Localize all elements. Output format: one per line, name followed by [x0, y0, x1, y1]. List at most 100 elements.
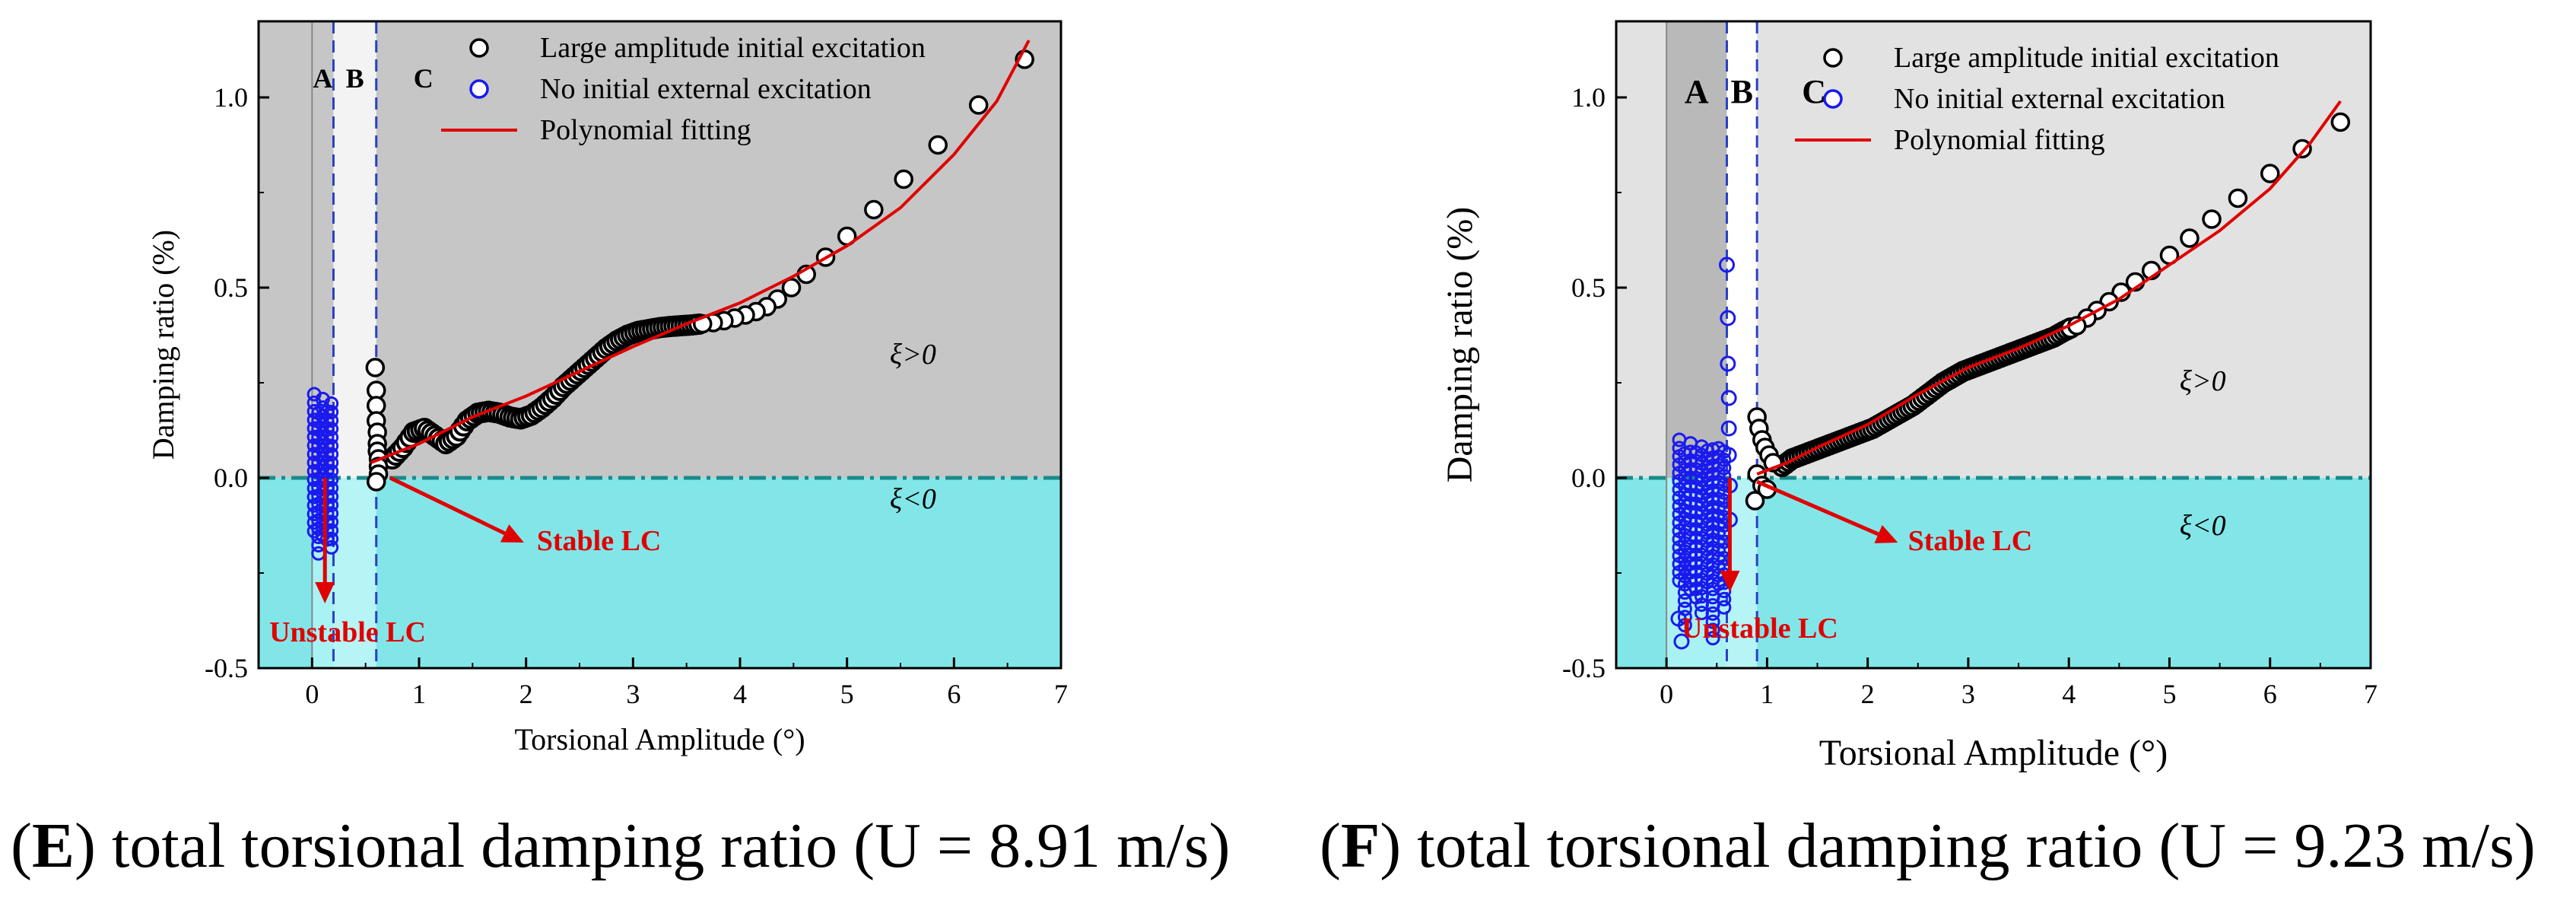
- noinit-point: [1705, 614, 1720, 629]
- y-tick-label: -0.5: [205, 653, 248, 683]
- large-point: [1745, 491, 1765, 511]
- y-axis-label: Damping ratio (%): [1440, 207, 1480, 483]
- noinit-point: [319, 438, 335, 454]
- arrow-head-1: [500, 524, 524, 543]
- caption-f-text: total torsional damping ratio (U = 9.23 …: [1417, 810, 2536, 881]
- x-tick-label: 6: [2263, 679, 2277, 709]
- large-point: [894, 169, 913, 189]
- noinit-point: [319, 430, 335, 445]
- region-label-b: B: [346, 63, 364, 94]
- large-point: [366, 472, 386, 492]
- caption-f: (F) total torsional damping ratio (U = 9…: [1320, 810, 2536, 881]
- xi-positive-label: ξ>0: [2180, 365, 2226, 397]
- noinit-point: [324, 396, 339, 411]
- chart-f: A B Cξ>0 ξ<0 Stable LC Unstable LC Large ampli…: [1440, 20, 2377, 773]
- large-point: [864, 199, 884, 220]
- large-point: [365, 358, 386, 377]
- large-point: [2180, 228, 2200, 248]
- fit-line: [1756, 100, 2342, 476]
- region-b-low-band: [333, 478, 376, 668]
- noinit-point: [324, 463, 339, 479]
- region-label-a: A: [313, 63, 332, 94]
- legend-marker-noinit: [469, 79, 489, 99]
- legend-marker-large: [1823, 48, 1843, 68]
- noinit-point: [315, 434, 330, 449]
- x-tick-label: 3: [626, 679, 640, 709]
- x-axis-label: Torsional Amplitude (°): [1819, 733, 2168, 773]
- arrow-head-2: [315, 582, 335, 603]
- legend-entry-3: Polynomial fitting: [1894, 124, 2105, 156]
- noinit-point: [324, 404, 339, 419]
- y-tick-label: 0.5: [214, 272, 248, 303]
- x-tick-label: 2: [1861, 679, 1875, 709]
- x-axis-label: Torsional Amplitude (°): [514, 722, 805, 756]
- noinit-point: [319, 455, 335, 470]
- large-point: [2202, 209, 2222, 229]
- caption-e-letter: E: [31, 810, 75, 881]
- plot-frame: [1615, 20, 2372, 670]
- y-tick-label: 0.5: [1571, 272, 1606, 303]
- x-tick-label: 7: [2364, 679, 2377, 709]
- y-tick-label: 0.0: [214, 463, 248, 493]
- caption-e-text: total torsional damping ratio (U = 8.91 …: [112, 810, 1231, 881]
- noinit-point: [315, 425, 330, 441]
- noinit-point: [1673, 633, 1690, 650]
- x-tick-label: 1: [1760, 679, 1774, 709]
- y-tick-label: 1.0: [214, 82, 248, 113]
- noinit-point: [1717, 600, 1732, 615]
- region-a-band: [1666, 21, 1727, 478]
- x-tick-label: 2: [519, 679, 533, 709]
- unstable-lc-label: Unstable LC: [1682, 613, 1838, 645]
- x-tick-label: 0: [305, 679, 319, 709]
- noinit-point: [324, 413, 339, 428]
- x-tick-label: 1: [412, 679, 426, 709]
- plot-frame: [257, 20, 1062, 670]
- large-point: [928, 135, 948, 155]
- large-point: [2330, 112, 2351, 132]
- caption-f-letter: F: [1340, 810, 1380, 881]
- large-point: [2228, 188, 2248, 209]
- noinit-point: [324, 455, 339, 470]
- region-label-c: C: [414, 63, 434, 94]
- legend-entry-2: No initial external excitation: [1894, 83, 2225, 115]
- chart-e: A B Cξ>0 ξ<0 Stable LC Unstable LC Large ampli…: [146, 20, 1068, 756]
- noinit-point: [1720, 310, 1736, 326]
- stable-region: [259, 21, 1061, 478]
- noinit-point: [1717, 591, 1732, 606]
- unstable-region: [259, 478, 1061, 668]
- stable-lc-label: Stable LC: [537, 525, 662, 557]
- noinit-point: [1670, 610, 1687, 627]
- xi-negative-label: ξ<0: [890, 483, 936, 515]
- noinit-point: [1720, 390, 1737, 406]
- noinit-point: [319, 447, 335, 462]
- x-tick-label: 3: [1961, 679, 1975, 709]
- legend-entry-1: Large amplitude initial excitation: [540, 32, 926, 64]
- x-tick-label: 6: [947, 679, 961, 709]
- stable-lc-label: Stable LC: [1908, 525, 2033, 557]
- xi-negative-label: ξ<0: [2180, 510, 2226, 542]
- arrow-shaft-1: [389, 476, 506, 536]
- y-tick-label: -0.5: [1562, 653, 1606, 683]
- x-tick-label: 5: [2162, 679, 2176, 709]
- noinit-point: [324, 422, 339, 437]
- noinit-point: [1705, 631, 1720, 646]
- large-point: [968, 95, 989, 115]
- arrow-shaft-1: [1756, 479, 1879, 536]
- noinit-point: [319, 422, 335, 437]
- legend-marker-large: [469, 38, 489, 58]
- large-point: [2292, 138, 2312, 159]
- region-label-a: A: [1685, 73, 1709, 110]
- caption-e: (E) total torsional damping ratio (U = 8…: [11, 810, 1231, 881]
- noinit-point: [1705, 622, 1720, 638]
- noinit-point: [1717, 444, 1732, 459]
- region-label-b: B: [1731, 73, 1753, 110]
- legend-entry-1: Large amplitude initial excitation: [1894, 42, 2279, 74]
- noinit-point: [324, 430, 339, 445]
- unstable-lc-label: Unstable LC: [269, 616, 426, 648]
- region-b-band: [1726, 21, 1758, 478]
- x-tick-label: 0: [1660, 679, 1673, 709]
- x-tick-label: 5: [840, 679, 854, 709]
- legend-entry-3: Polynomial fitting: [540, 114, 751, 146]
- noinit-point: [1720, 355, 1736, 372]
